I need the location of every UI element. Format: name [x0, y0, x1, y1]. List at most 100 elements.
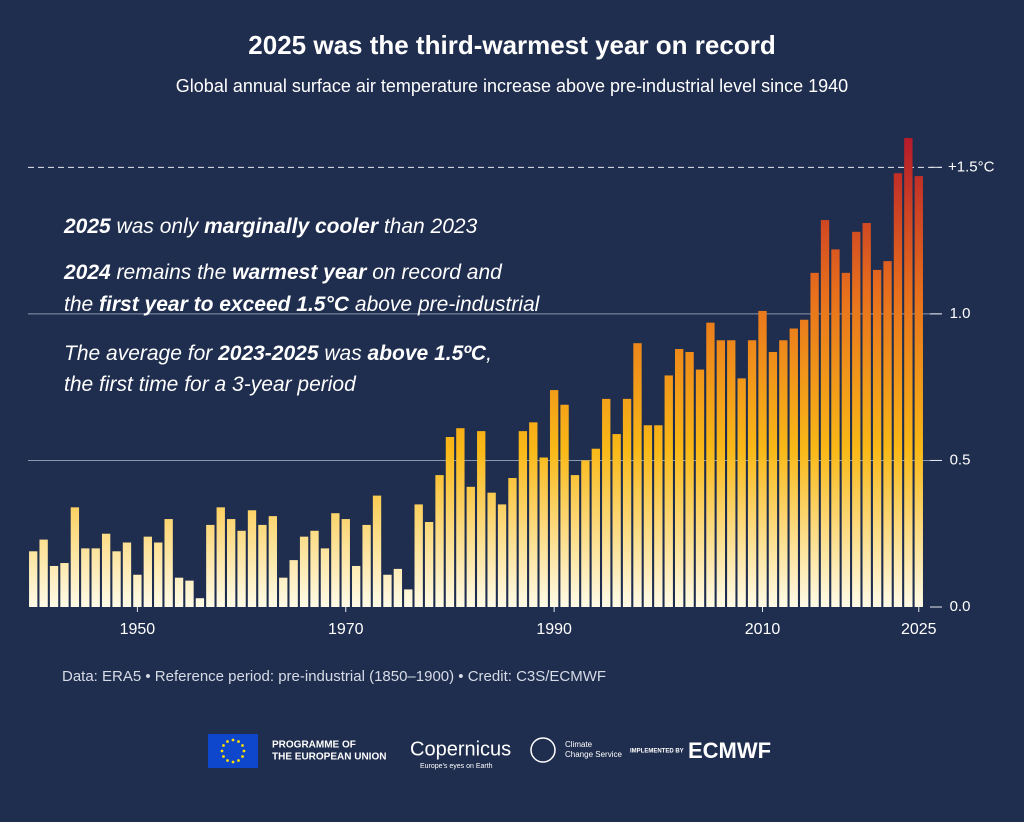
annotation-part: , [486, 342, 492, 365]
x-tick-label: 2025 [901, 621, 937, 638]
bar [549, 390, 559, 607]
x-tick-label: 1970 [328, 621, 364, 638]
bar [70, 507, 80, 607]
bar [435, 475, 444, 607]
y-tick-label: +1.5°C [948, 158, 995, 175]
bar [174, 577, 184, 607]
bar [508, 478, 517, 607]
eu-star [241, 744, 244, 747]
eu-star [226, 740, 229, 743]
annotation-part: The average for [64, 342, 218, 365]
bar [789, 328, 798, 607]
annotation-part: above pre-industrial [349, 293, 541, 316]
bar [779, 340, 788, 607]
bar [841, 272, 851, 607]
annotation-part: above 1.5ºC [368, 342, 487, 365]
bar [810, 272, 819, 607]
annotation: The average for 2023-2025 was above 1.5º… [64, 342, 492, 365]
annotation-part: warmest year [232, 261, 368, 284]
bar [716, 340, 726, 607]
annotation-part: the [64, 293, 99, 316]
bar [820, 220, 830, 607]
bar [258, 524, 267, 607]
bar [612, 434, 621, 607]
eu-star [231, 760, 235, 764]
source-note: Data: ERA5 • Reference period: pre-indus… [62, 668, 606, 685]
c3s-icon [530, 737, 556, 763]
eu-star [241, 755, 244, 758]
bar [299, 536, 309, 607]
copernicus-tagline: Europe's eyes on Earth [420, 763, 493, 770]
bar [477, 431, 486, 607]
bar [581, 460, 590, 607]
bar [737, 378, 746, 607]
eu-star [222, 755, 225, 758]
bar [226, 519, 236, 607]
bar [445, 436, 455, 607]
annotation-part: 2023-2025 [217, 342, 319, 365]
annotation-part: on record and [366, 261, 503, 284]
bar [727, 340, 736, 607]
bar [747, 340, 757, 607]
bar [518, 431, 528, 607]
y-tick-label: 0.0 [950, 598, 971, 615]
eu-star [237, 740, 240, 743]
bar [112, 551, 121, 607]
y-tick-label: 0.5 [950, 451, 971, 468]
implemented-by: IMPLEMENTED BY [630, 749, 684, 755]
annotation-part: first year to exceed 1.5°C [99, 293, 350, 316]
bar [862, 223, 871, 607]
bar [852, 231, 861, 608]
bar [122, 542, 132, 607]
ecmwf-logo: ECMWF [688, 738, 771, 763]
bar [758, 310, 767, 607]
bar [185, 580, 194, 607]
annotation-part: the first time for a 3-year period [64, 373, 357, 396]
annotation-part: remains the [111, 261, 232, 284]
bar [60, 563, 69, 607]
bar [164, 519, 173, 607]
bar [914, 176, 923, 607]
bar [310, 530, 319, 607]
bar [81, 548, 90, 607]
eu-star [226, 759, 229, 762]
bar [195, 598, 205, 607]
annotation-part: 2025 [63, 215, 111, 238]
c3s-text: Climate [565, 740, 593, 749]
bar [154, 542, 163, 607]
bar [633, 343, 642, 607]
bar [39, 539, 48, 607]
bar [268, 516, 278, 607]
bar [414, 504, 423, 607]
eu-star [231, 738, 235, 742]
bar [331, 513, 340, 607]
bar [591, 448, 600, 607]
bar [372, 495, 382, 607]
x-tick-label: 1950 [120, 621, 156, 638]
annotation-part: was [319, 342, 368, 365]
eu-star [222, 744, 225, 747]
bar [487, 492, 496, 607]
bar [404, 589, 413, 607]
bar [237, 530, 246, 607]
bar [800, 319, 809, 607]
bar [872, 269, 882, 607]
eu-star [220, 749, 224, 753]
eu-star [242, 749, 246, 753]
c3s-text: Change Service [565, 750, 622, 759]
bar [622, 398, 632, 607]
bar [466, 486, 475, 607]
bar [362, 524, 371, 607]
bar [643, 425, 653, 607]
annotation-part: than 2023 [378, 215, 478, 238]
bar [289, 560, 298, 607]
bar [685, 351, 694, 607]
eu-text: THE EUROPEAN UNION [272, 752, 386, 763]
copernicus-logo: Copernicus [410, 738, 511, 760]
bar [456, 428, 465, 607]
annotation: 2024 remains the warmest year on record … [63, 261, 503, 284]
chart-subtitle: Global annual surface air temperature in… [176, 76, 848, 96]
bar [529, 422, 538, 607]
bar [695, 369, 705, 607]
